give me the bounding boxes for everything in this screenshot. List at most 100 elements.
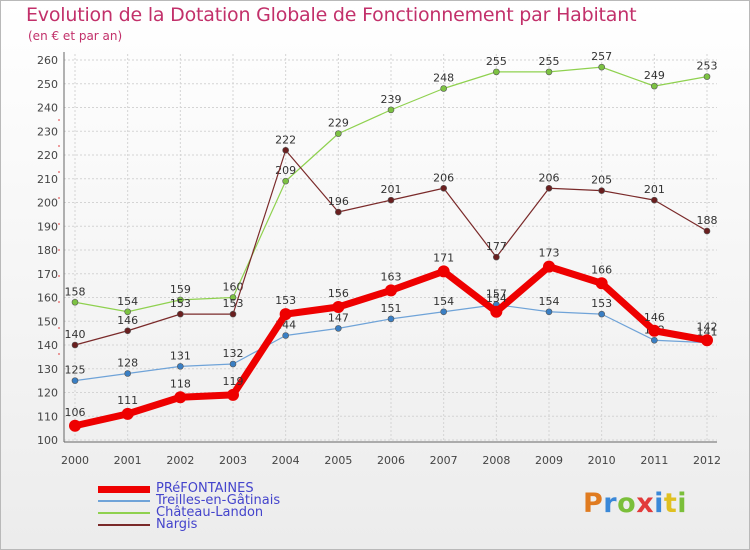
point-treilles-en-gatinais [124,370,131,377]
legend-swatch [98,500,150,502]
data-label-prefontaines: 111 [117,394,138,407]
data-label-prefontaines: 171 [433,251,454,264]
data-label-treilles-en-gatinais: 157 [486,288,507,301]
point-nargis [440,184,447,192]
point-nargis [545,184,553,192]
y-tick-label: 220 [37,149,58,162]
data-label-prefontaines: 166 [591,263,612,276]
data-label-chateau-landon: 255 [486,55,507,68]
x-tick-label: 2011 [640,454,668,467]
data-label-prefontaines: 156 [328,287,349,300]
x-tick-label: 2010 [588,454,616,467]
point-chateau-landon [124,308,131,316]
point-prefontaines [332,301,345,313]
legend-swatch [98,485,150,493]
point-prefontaines [121,407,134,420]
x-tick-label: 2001 [114,454,142,467]
data-label-nargis: 222 [275,133,296,146]
point-treilles-en-gatinais [387,315,395,323]
data-label-prefontaines: 163 [381,270,402,283]
data-label-nargis: 140 [65,328,86,341]
data-label-chateau-landon: 239 [381,93,402,106]
data-label-nargis: 188 [697,214,718,227]
data-label-nargis: 196 [328,195,349,208]
data-label-prefontaines: 142 [697,320,718,333]
data-label-treilles-en-gatinais: 154 [433,295,454,308]
point-nargis [598,187,605,194]
logo-letter: x [636,488,655,519]
data-label-nargis: 206 [539,171,560,184]
x-tick-label: 2002 [166,454,194,467]
y-tick-label: 130 [37,363,58,376]
logo-letter: r [603,488,618,519]
y-tick-label: 150 [37,315,58,328]
point-chateau-landon [440,85,447,92]
point-prefontaines [701,334,713,347]
data-label-nargis: 205 [591,174,612,187]
y-tick-label: 120 [37,387,58,400]
point-chateau-landon [598,63,605,71]
point-nargis [71,341,79,349]
data-label-prefontaines: 119 [223,375,244,388]
data-label-nargis: 153 [223,297,244,310]
point-nargis [335,208,342,216]
data-label-chateau-landon: 248 [433,72,454,85]
x-tick-label: 2000 [61,454,89,467]
logo-letter: o [617,488,637,519]
legend-swatch [98,524,150,526]
legend-label: Nargis [156,517,198,532]
data-label-chateau-landon: 253 [697,60,718,73]
point-treilles-en-gatinais [440,308,447,316]
data-label-nargis: 146 [117,314,138,327]
x-tick-label: 2009 [535,454,563,467]
data-label-chateau-landon: 255 [539,55,560,68]
legend-item-chateau-landon: Château-Landon [98,505,280,520]
x-tick-label: 2012 [693,454,721,467]
data-label-nargis: 201 [644,183,665,196]
proxiti-logo: Proxiti [583,488,687,519]
legend-label: Treilles-en-Gâtinais [156,493,281,508]
y-tick-label: 210 [37,173,58,186]
point-prefontaines [648,324,661,337]
point-prefontaines [279,308,292,321]
point-chateau-landon [387,106,395,114]
data-label-treilles-en-gatinais: 141 [697,326,718,339]
data-label-treilles-en-gatinais: 151 [381,302,402,315]
x-tick-label: 2005 [324,454,352,467]
point-chateau-landon [71,298,79,306]
logo-letter: P [583,488,604,519]
data-label-treilles-en-gatinais: 125 [65,364,86,377]
legend-label: PRéFONTAINES [156,481,254,496]
point-treilles-en-gatinais [229,360,237,368]
y-tick-label: 110 [37,410,58,423]
data-label-prefontaines: 106 [65,406,86,419]
point-chateau-landon [703,73,711,80]
point-nargis [282,146,289,154]
data-label-chateau-landon: 229 [328,117,349,130]
data-label-chateau-landon: 160 [223,281,244,294]
point-prefontaines [437,265,450,278]
data-label-nargis: 153 [170,297,191,310]
y-tick-label: 180 [37,244,58,257]
point-treilles-en-gatinais [71,377,79,384]
data-label-treilles-en-gatinais: 154 [539,295,560,308]
data-label-nargis: 206 [433,171,454,184]
data-label-treilles-en-gatinais: 153 [591,297,612,310]
point-chateau-landon [335,130,342,137]
point-nargis [177,310,184,318]
data-label-treilles-en-gatinais: 131 [170,349,191,362]
point-chateau-landon [177,296,184,304]
data-label-prefontaines: 153 [275,294,296,307]
data-label-prefontaines: 154 [486,292,507,305]
point-treilles-en-gatinais [545,308,553,316]
data-label-chateau-landon: 257 [591,50,612,63]
point-nargis [651,196,658,204]
legend-label: Château-Landon [156,505,264,520]
data-label-chateau-landon: 158 [65,285,86,298]
point-prefontaines [227,388,239,401]
chart-legend: PRéFONTAINES Treilles-en-Gâtinais Château-… [98,481,281,532]
logo-letter: i [677,488,688,519]
x-tick-label: 2008 [482,454,510,467]
y-tick-label: 230 [37,125,58,138]
